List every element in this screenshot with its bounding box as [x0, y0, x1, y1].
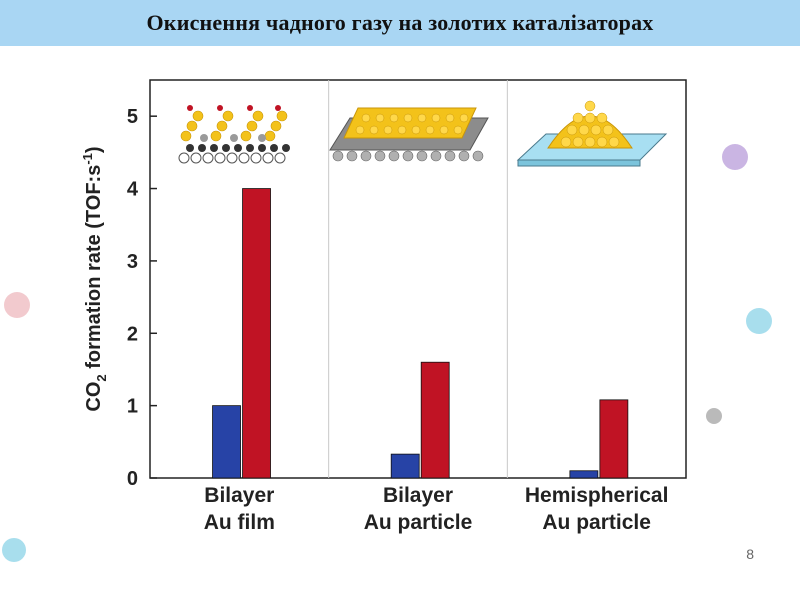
bar-series1-category1	[420, 361, 450, 479]
y-tick-label: 3	[127, 251, 138, 273]
y-axis-label-close: )	[83, 146, 105, 153]
y-axis-label: CO2 formation rate (TOF:s-1)	[80, 146, 109, 411]
slide-title: Окиснення чадного газу на золотих каталі…	[146, 10, 654, 35]
decor-molecule-purple	[722, 144, 748, 170]
x-category-label: Bilayer	[204, 484, 274, 507]
bar-series0-category0	[212, 405, 241, 479]
y-axis-label-superscript: -1	[80, 153, 95, 165]
bar-series1-category2	[599, 399, 629, 479]
structure-illustrations	[178, 100, 668, 167]
x-category-label: Au film	[204, 511, 275, 534]
bilayer-au-film-structure-icon	[178, 105, 290, 164]
bar-series0-category1	[390, 453, 420, 479]
x-category-label: Au particle	[542, 511, 651, 534]
decor-molecule-grey	[706, 408, 722, 424]
title-bar: Окиснення чадного газу на золотих каталі…	[0, 0, 800, 46]
x-category-label: Hemispherical	[525, 484, 669, 507]
decor-molecule-pink	[4, 292, 30, 318]
page-number: 8	[746, 546, 754, 562]
bilayer-au-particle-structure-icon	[329, 107, 489, 162]
y-axis-label-main: CO	[83, 382, 105, 412]
x-category-label: Au particle	[364, 511, 473, 534]
y-tick-label: 1	[127, 396, 138, 418]
y-tick-label: 2	[127, 323, 138, 345]
hemispherical-au-particle-structure-icon	[516, 100, 668, 167]
y-tick-label: 5	[127, 106, 138, 128]
x-category-label: Bilayer	[383, 484, 453, 507]
y-tick-label: 4	[127, 179, 139, 201]
bars-layer	[212, 188, 629, 479]
bar-series1-category0	[242, 188, 271, 479]
bar-series0-category2	[569, 470, 599, 479]
y-tick-label: 0	[127, 468, 138, 490]
y-axis-label-subscript: 2	[94, 374, 109, 381]
decor-molecule-teal-2	[2, 538, 26, 562]
y-axis-label-rest: formation rate (TOF:s	[83, 165, 105, 375]
decor-molecule-teal	[746, 308, 772, 334]
